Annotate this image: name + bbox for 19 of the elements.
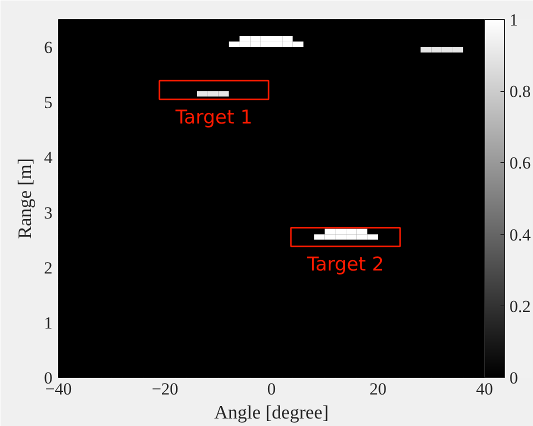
- color-bar-label: 0.6: [510, 154, 531, 173]
- y-tick-label: 5: [44, 93, 52, 112]
- y-axis-title: Range [m]: [15, 158, 36, 239]
- x-tick-label: −20: [152, 380, 178, 398]
- y-tick-label: 6: [44, 38, 52, 58]
- y-tick-label: 4: [44, 148, 53, 168]
- color-bar-label: 0.4: [510, 225, 532, 244]
- annotation: Target 1: [174, 106, 252, 129]
- y-tick-label: 1: [44, 313, 52, 332]
- annotation: Target 2: [306, 254, 384, 276]
- x-tick-label: 40: [476, 380, 493, 398]
- x-tick-label: 0: [267, 380, 276, 398]
- y-tick-label: 2: [44, 258, 52, 278]
- color-bar-label: 1: [510, 10, 518, 30]
- color-bar-label: 0.8: [510, 82, 531, 102]
- color-bar-label: 0.2: [510, 296, 531, 316]
- x-tick-label: 20: [370, 380, 386, 398]
- y-tick-label: 3: [44, 203, 52, 222]
- x-axis-title: Angle [degree]: [214, 402, 329, 424]
